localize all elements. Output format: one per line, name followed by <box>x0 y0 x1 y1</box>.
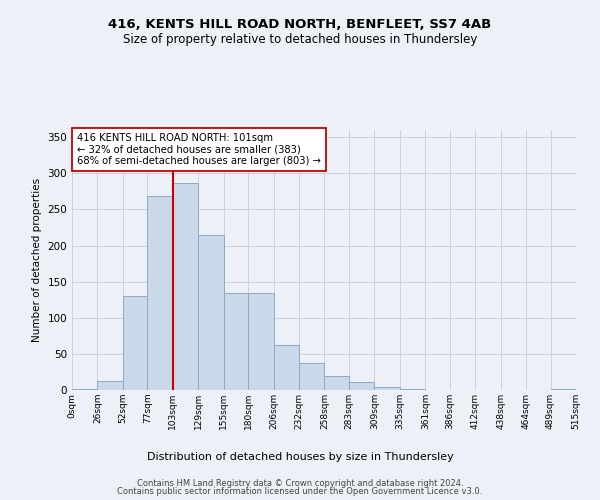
Bar <box>72 388 97 390</box>
Bar <box>248 292 274 390</box>
Bar <box>224 292 248 390</box>
Text: Contains HM Land Registry data © Crown copyright and database right 2024.: Contains HM Land Registry data © Crown c… <box>137 478 463 488</box>
Bar <box>198 234 224 390</box>
Bar <box>148 196 173 390</box>
Text: Size of property relative to detached houses in Thundersley: Size of property relative to detached ho… <box>123 32 477 46</box>
Y-axis label: Number of detached properties: Number of detached properties <box>32 178 42 342</box>
Bar <box>97 380 123 390</box>
Bar <box>123 296 148 390</box>
Bar <box>374 387 400 390</box>
Bar <box>349 382 374 390</box>
Text: 416 KENTS HILL ROAD NORTH: 101sqm
← 32% of detached houses are smaller (383)
68%: 416 KENTS HILL ROAD NORTH: 101sqm ← 32% … <box>77 132 321 166</box>
Bar <box>274 344 299 390</box>
Bar <box>299 364 325 390</box>
Text: 416, KENTS HILL ROAD NORTH, BENFLEET, SS7 4AB: 416, KENTS HILL ROAD NORTH, BENFLEET, SS… <box>109 18 491 30</box>
Text: Distribution of detached houses by size in Thundersley: Distribution of detached houses by size … <box>146 452 454 462</box>
Bar <box>173 182 198 390</box>
Bar <box>325 376 349 390</box>
Text: Contains public sector information licensed under the Open Government Licence v3: Contains public sector information licen… <box>118 487 482 496</box>
